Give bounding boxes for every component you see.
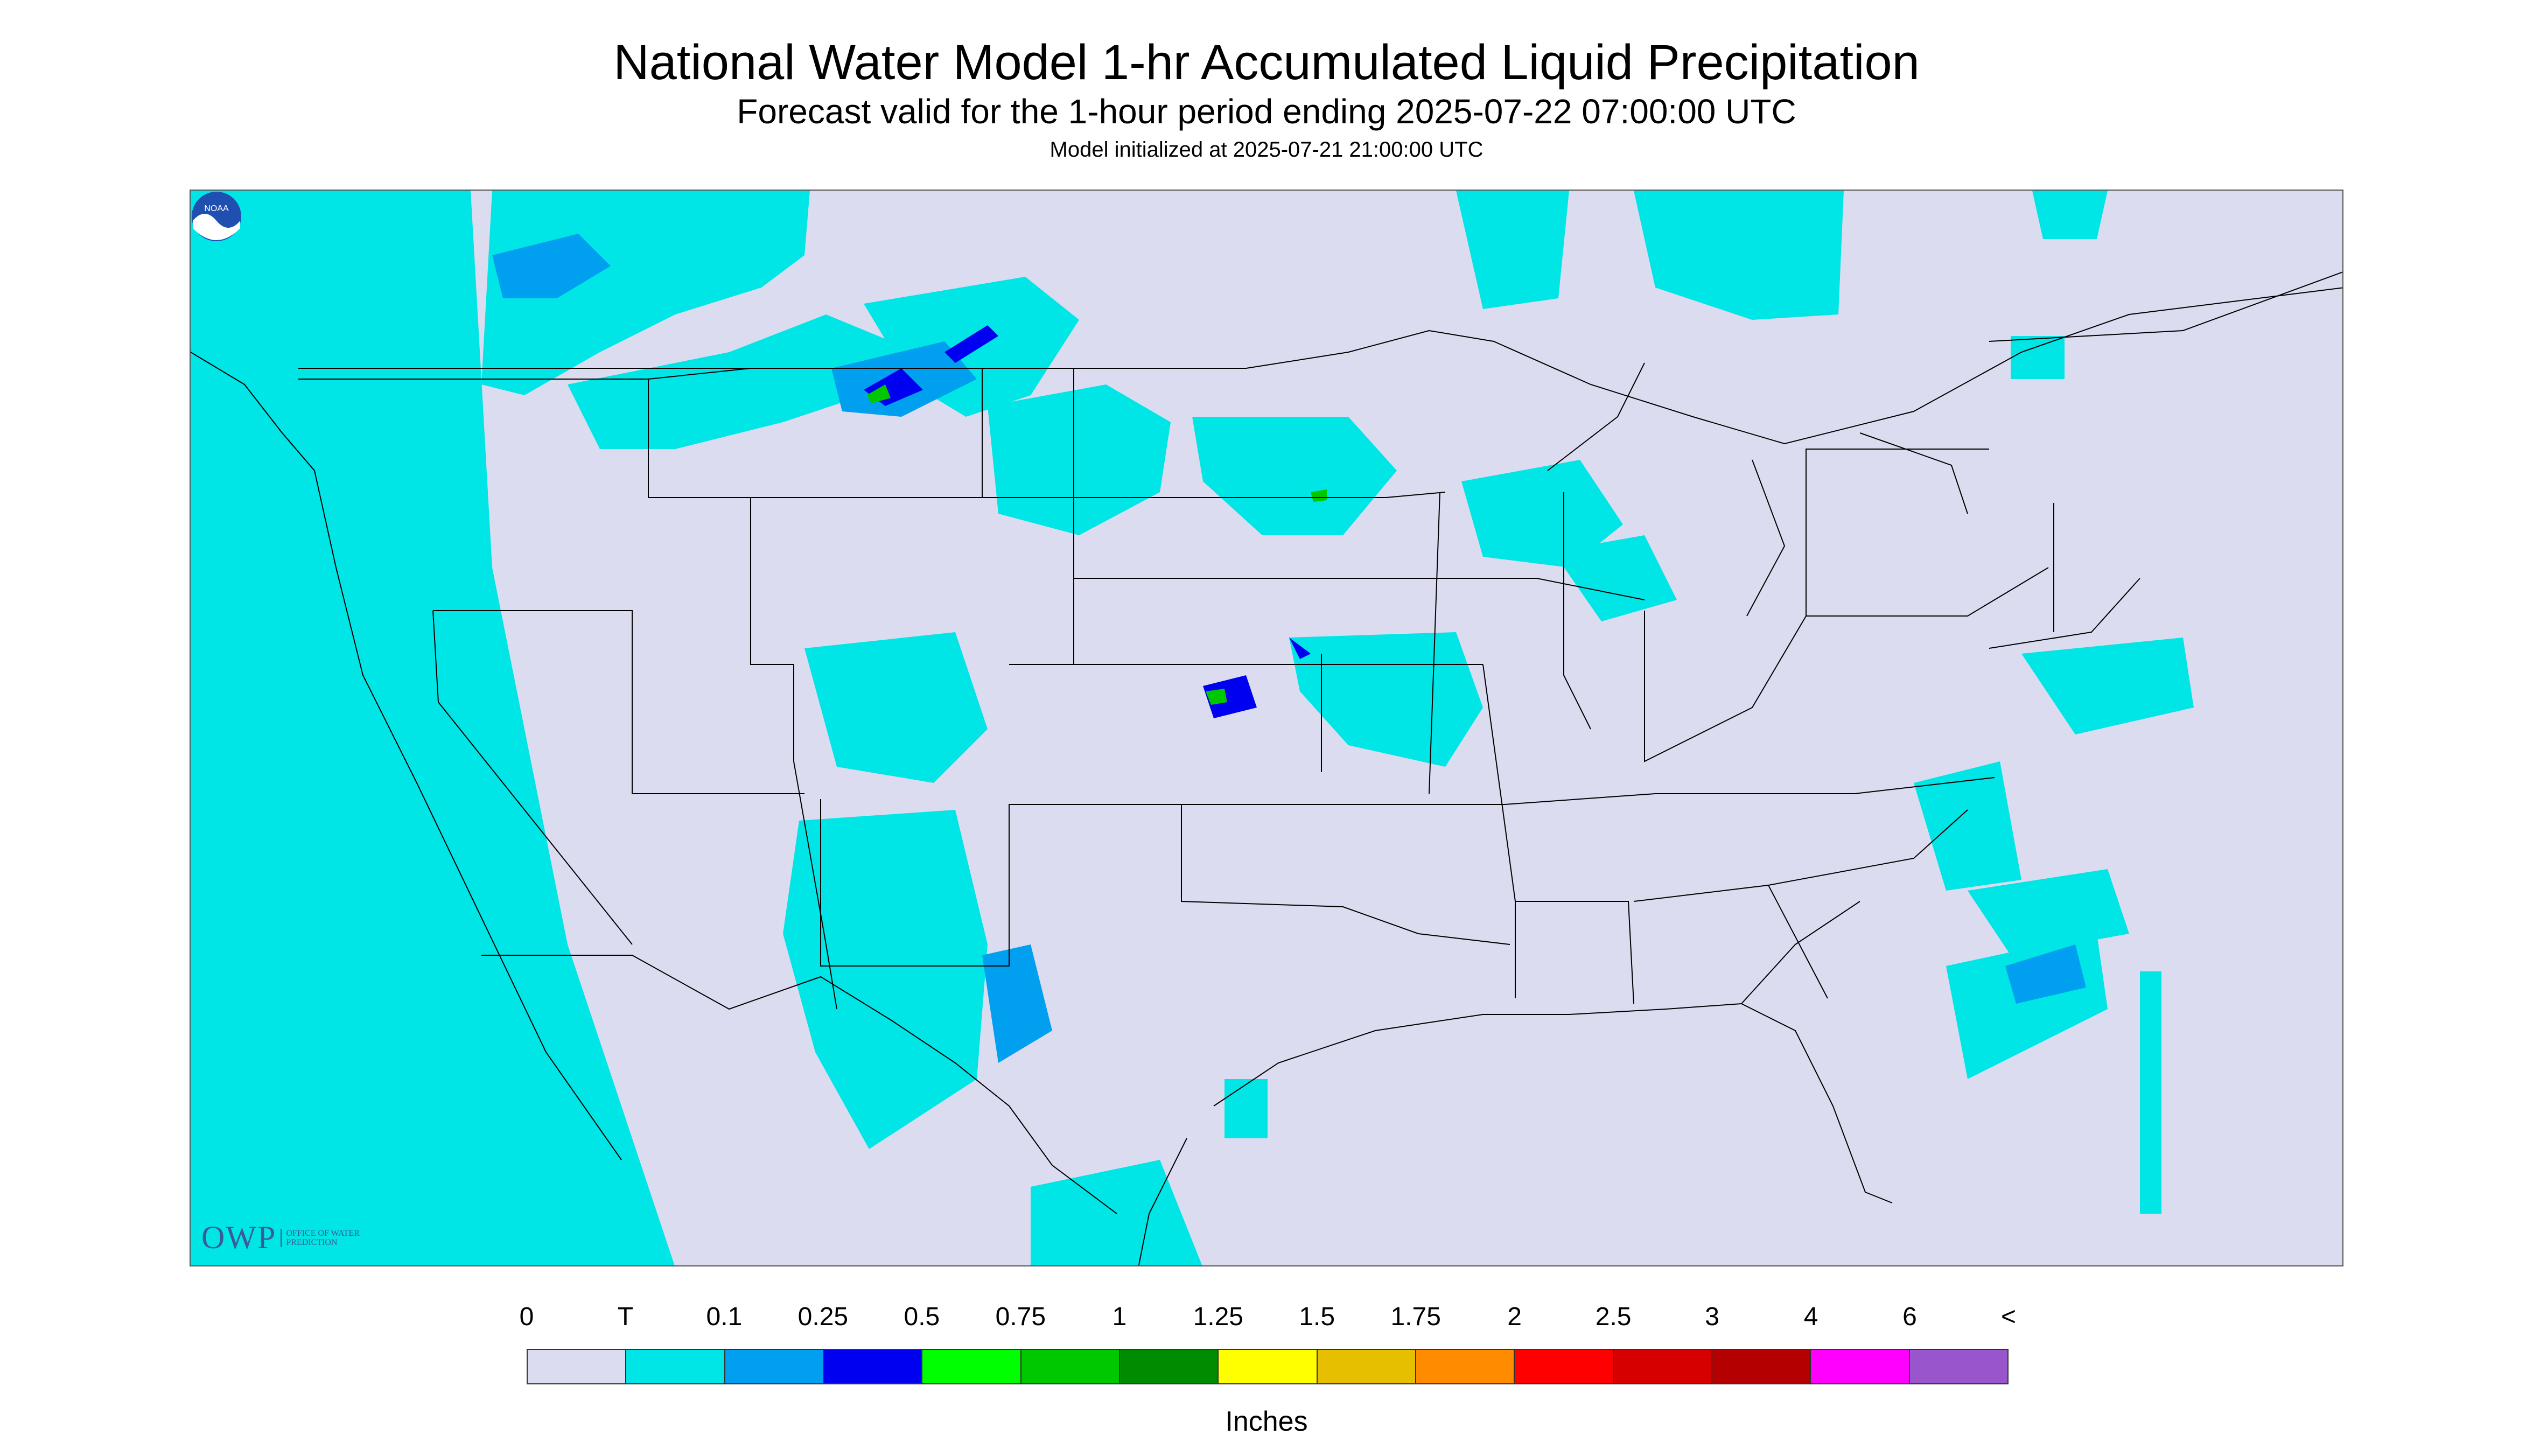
svg-text:NOAA: NOAA [204, 204, 229, 213]
mexico-border [481, 955, 1117, 1214]
precip-moderate-areas [864, 325, 1311, 718]
legend-label: 0.5 [904, 1303, 940, 1331]
map-title: National Water Model 1-hr Accumulated Li… [613, 35, 1920, 90]
legend-swatch [1909, 1350, 2007, 1383]
gulf-coastline [1138, 901, 1893, 1265]
legend-label: 1.75 [1390, 1303, 1441, 1331]
legend-label: 3 [1705, 1303, 1719, 1331]
legend-label: 4 [1803, 1303, 1818, 1331]
legend-swatch [1613, 1350, 1712, 1383]
legend-swatch [1317, 1350, 1416, 1383]
legend-label: 2.5 [1595, 1303, 1632, 1331]
legend-swatch [1712, 1350, 1811, 1383]
legend-swatch [922, 1350, 1021, 1383]
owp-logo-mark: OWP [201, 1220, 277, 1255]
legend-swatch [528, 1350, 627, 1383]
legend-label: T [617, 1303, 634, 1331]
legend-label: 6 [1902, 1303, 1917, 1331]
legend-swatch [626, 1350, 725, 1383]
legend-bar [527, 1349, 2009, 1384]
owp-logo-text: OFFICE OF WATER PREDICTION [281, 1228, 367, 1247]
legend-label: < [2000, 1303, 2017, 1331]
legend-label: 0 [519, 1303, 534, 1331]
legend-labels: 0 T 0.1 0.25 0.5 0.75 1 1.25 1.5 1.75 2 2.5 3 4 6 < [0, 1302, 2533, 1340]
model-init-line: Model initialized at 2025-07-21 21:00:00… [1049, 138, 1484, 162]
legend-label: 0.75 [995, 1303, 1046, 1331]
domain-edge-east [2108, 545, 2342, 1265]
domain-edge-west [191, 191, 675, 1265]
legend-label: 1 [1112, 1303, 1127, 1331]
noaa-logo: NOAA [192, 192, 241, 241]
legend-units: Inches [1225, 1406, 1308, 1437]
precip-trace-areas [481, 191, 2194, 1265]
legend-swatch [1416, 1350, 1515, 1383]
legend-swatch [1119, 1350, 1219, 1383]
legend-swatch [823, 1350, 923, 1383]
legend-label: 1.25 [1193, 1303, 1243, 1331]
legend-label: 0.1 [706, 1303, 743, 1331]
canada-border [298, 287, 2342, 445]
owp-logo: OWP OFFICE OF WATER PREDICTION [201, 1219, 367, 1256]
precipitation-map[interactable]: OWP OFFICE OF WATER PREDICTION NOAA [190, 190, 2343, 1266]
legend-swatch [1021, 1350, 1120, 1383]
legend-label: 2 [1507, 1303, 1522, 1331]
map-canvas [191, 191, 2342, 1265]
legend-label: 1.5 [1299, 1303, 1335, 1331]
legend-swatch [725, 1350, 824, 1383]
legend-label: 0.25 [797, 1303, 849, 1331]
map-subtitle: Forecast valid for the 1-hour period end… [737, 92, 1796, 131]
legend-swatch [1811, 1350, 1910, 1383]
legend-swatch [1219, 1350, 1318, 1383]
precip-heavy-areas [866, 384, 1327, 705]
legend-swatch [1515, 1350, 1614, 1383]
